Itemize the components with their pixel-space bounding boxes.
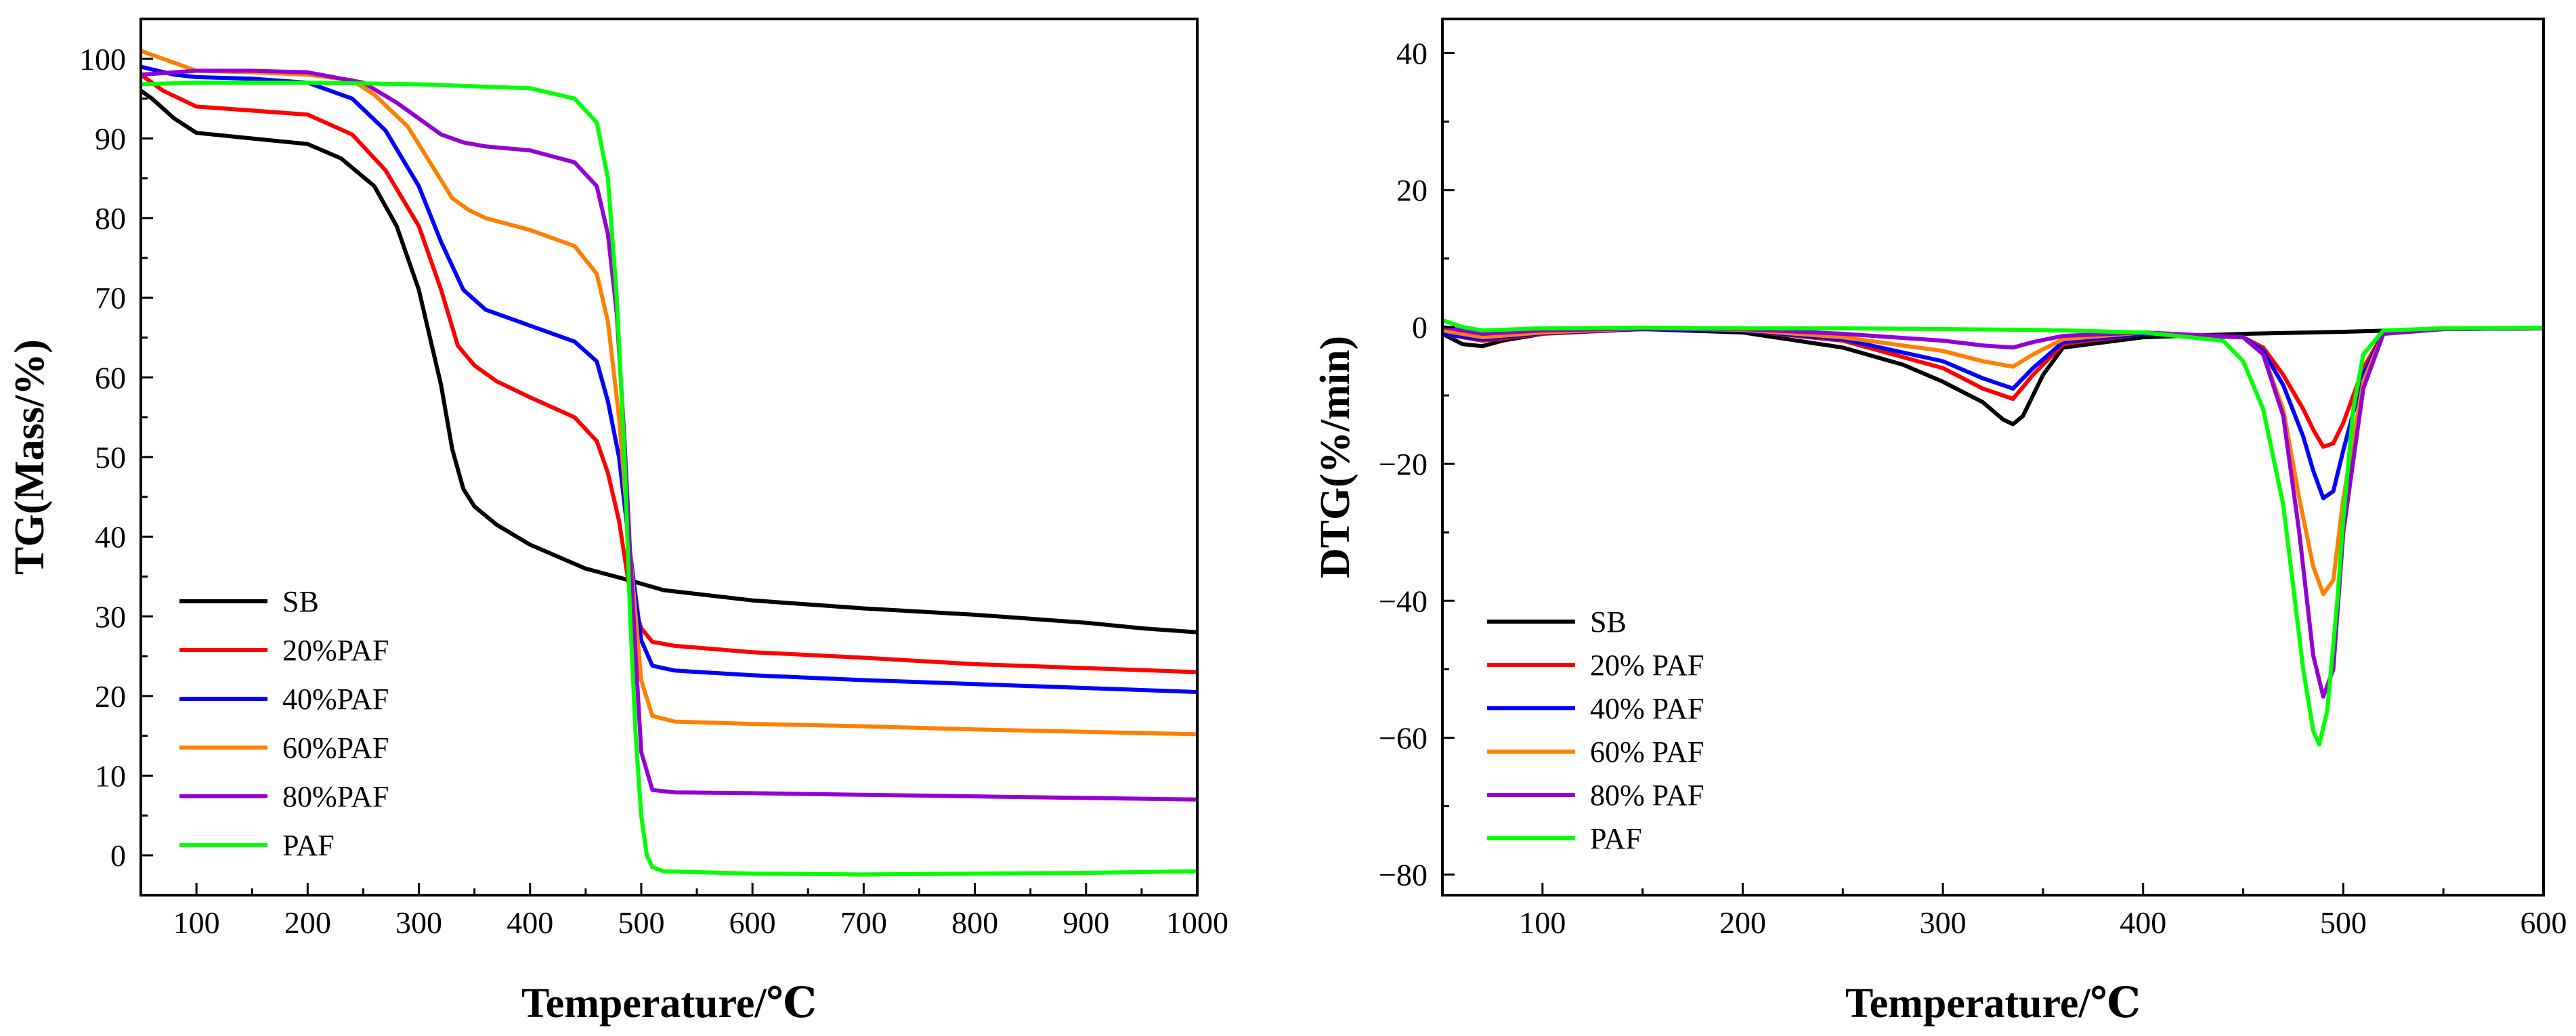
y-tick-label: 90 — [95, 121, 126, 156]
y-tick-label: 50 — [95, 440, 126, 475]
y-tick-label: 0 — [1412, 310, 1427, 345]
series-line-60paf — [1442, 326, 2543, 597]
y-tick-label: 70 — [95, 281, 126, 316]
y-tick-label: 40 — [1396, 37, 1427, 71]
x-tick-label: 600 — [729, 905, 776, 940]
x-tick-label: 300 — [395, 905, 442, 940]
x-tick-label: 900 — [1062, 905, 1109, 940]
legend-label: SB — [1590, 605, 1627, 639]
legend-label: PAF — [1590, 822, 1642, 855]
x-tick-label: 100 — [1519, 905, 1566, 940]
legend: SB 20% PAF 40% PAF 60% PAF 80% PAF PAF — [1487, 605, 1704, 855]
x-tick-label: 700 — [840, 905, 887, 940]
legend-label: 20%PAF — [282, 634, 389, 667]
series-line-sb — [141, 88, 1197, 634]
y-tick-label: −20 — [1379, 447, 1427, 481]
x-tick-label: 800 — [951, 905, 998, 940]
legend-label: 40% PAF — [1590, 692, 1704, 725]
y-tick-label: 0 — [110, 838, 126, 873]
legend-label: SB — [282, 585, 319, 618]
legend-label: PAF — [282, 829, 335, 862]
plot-frame — [1441, 18, 2545, 897]
y-tick-label: 80 — [95, 201, 126, 236]
x-axis-title: Temperature/℃ — [1845, 980, 2141, 1027]
chart-2: 100 200 300 400 500 600 −80 −60 −40 −20 0 20 40 Tempe… — [1312, 18, 2567, 1027]
x-tick-label: 1000 — [1166, 905, 1228, 940]
x-tick-label: 100 — [173, 905, 220, 940]
series-line-paf — [141, 81, 1197, 877]
y-axis-title: DTG(%/min) — [1312, 336, 1358, 578]
y-tick-label: 30 — [95, 599, 126, 634]
x-tick-label: 600 — [2520, 905, 2567, 940]
x-tick-label: 400 — [507, 905, 553, 940]
legend-label: 60%PAF — [282, 731, 389, 764]
series-line-20paf — [141, 72, 1197, 674]
y-tick-label: 20 — [1396, 173, 1427, 208]
x-axis-title: Temperature/℃ — [521, 980, 817, 1027]
legend: SB 20%PAF 40%PAF 60%PAF 80%PAF PAF — [179, 585, 389, 862]
legend-label: 80% PAF — [1590, 779, 1704, 812]
legend-label: 20% PAF — [1590, 649, 1704, 682]
y-tick-label: −60 — [1379, 720, 1427, 755]
y-tick-label: −40 — [1379, 584, 1427, 618]
x-tick-label: 200 — [1719, 905, 1766, 940]
legend-label: 80%PAF — [282, 780, 389, 813]
x-tick-label: 500 — [618, 905, 664, 940]
y-tick-label: 60 — [95, 360, 126, 395]
y-tick-label: 40 — [95, 520, 126, 555]
y-tick-label: −80 — [1379, 858, 1427, 892]
series-line-paf — [1442, 318, 2543, 747]
legend-label: 40%PAF — [282, 683, 389, 716]
x-tick-label: 300 — [1920, 905, 1967, 940]
x-tick-label: 200 — [284, 905, 331, 940]
y-tick-label: 100 — [79, 42, 126, 77]
series-line-60paf — [141, 49, 1197, 737]
y-axis-title: TG(Mass/%) — [7, 339, 53, 575]
chart-1: 100 200 300 400 500 600 700 800 900 1000 0 10 20 30 40… — [7, 18, 1228, 1027]
y-tick-label: 20 — [95, 679, 126, 714]
legend-label: 60% PAF — [1590, 735, 1704, 769]
series-line-80paf — [141, 68, 1197, 802]
x-tick-label: 500 — [2320, 905, 2367, 940]
y-tick-label: 10 — [95, 759, 126, 794]
x-tick-label: 400 — [2120, 905, 2166, 940]
